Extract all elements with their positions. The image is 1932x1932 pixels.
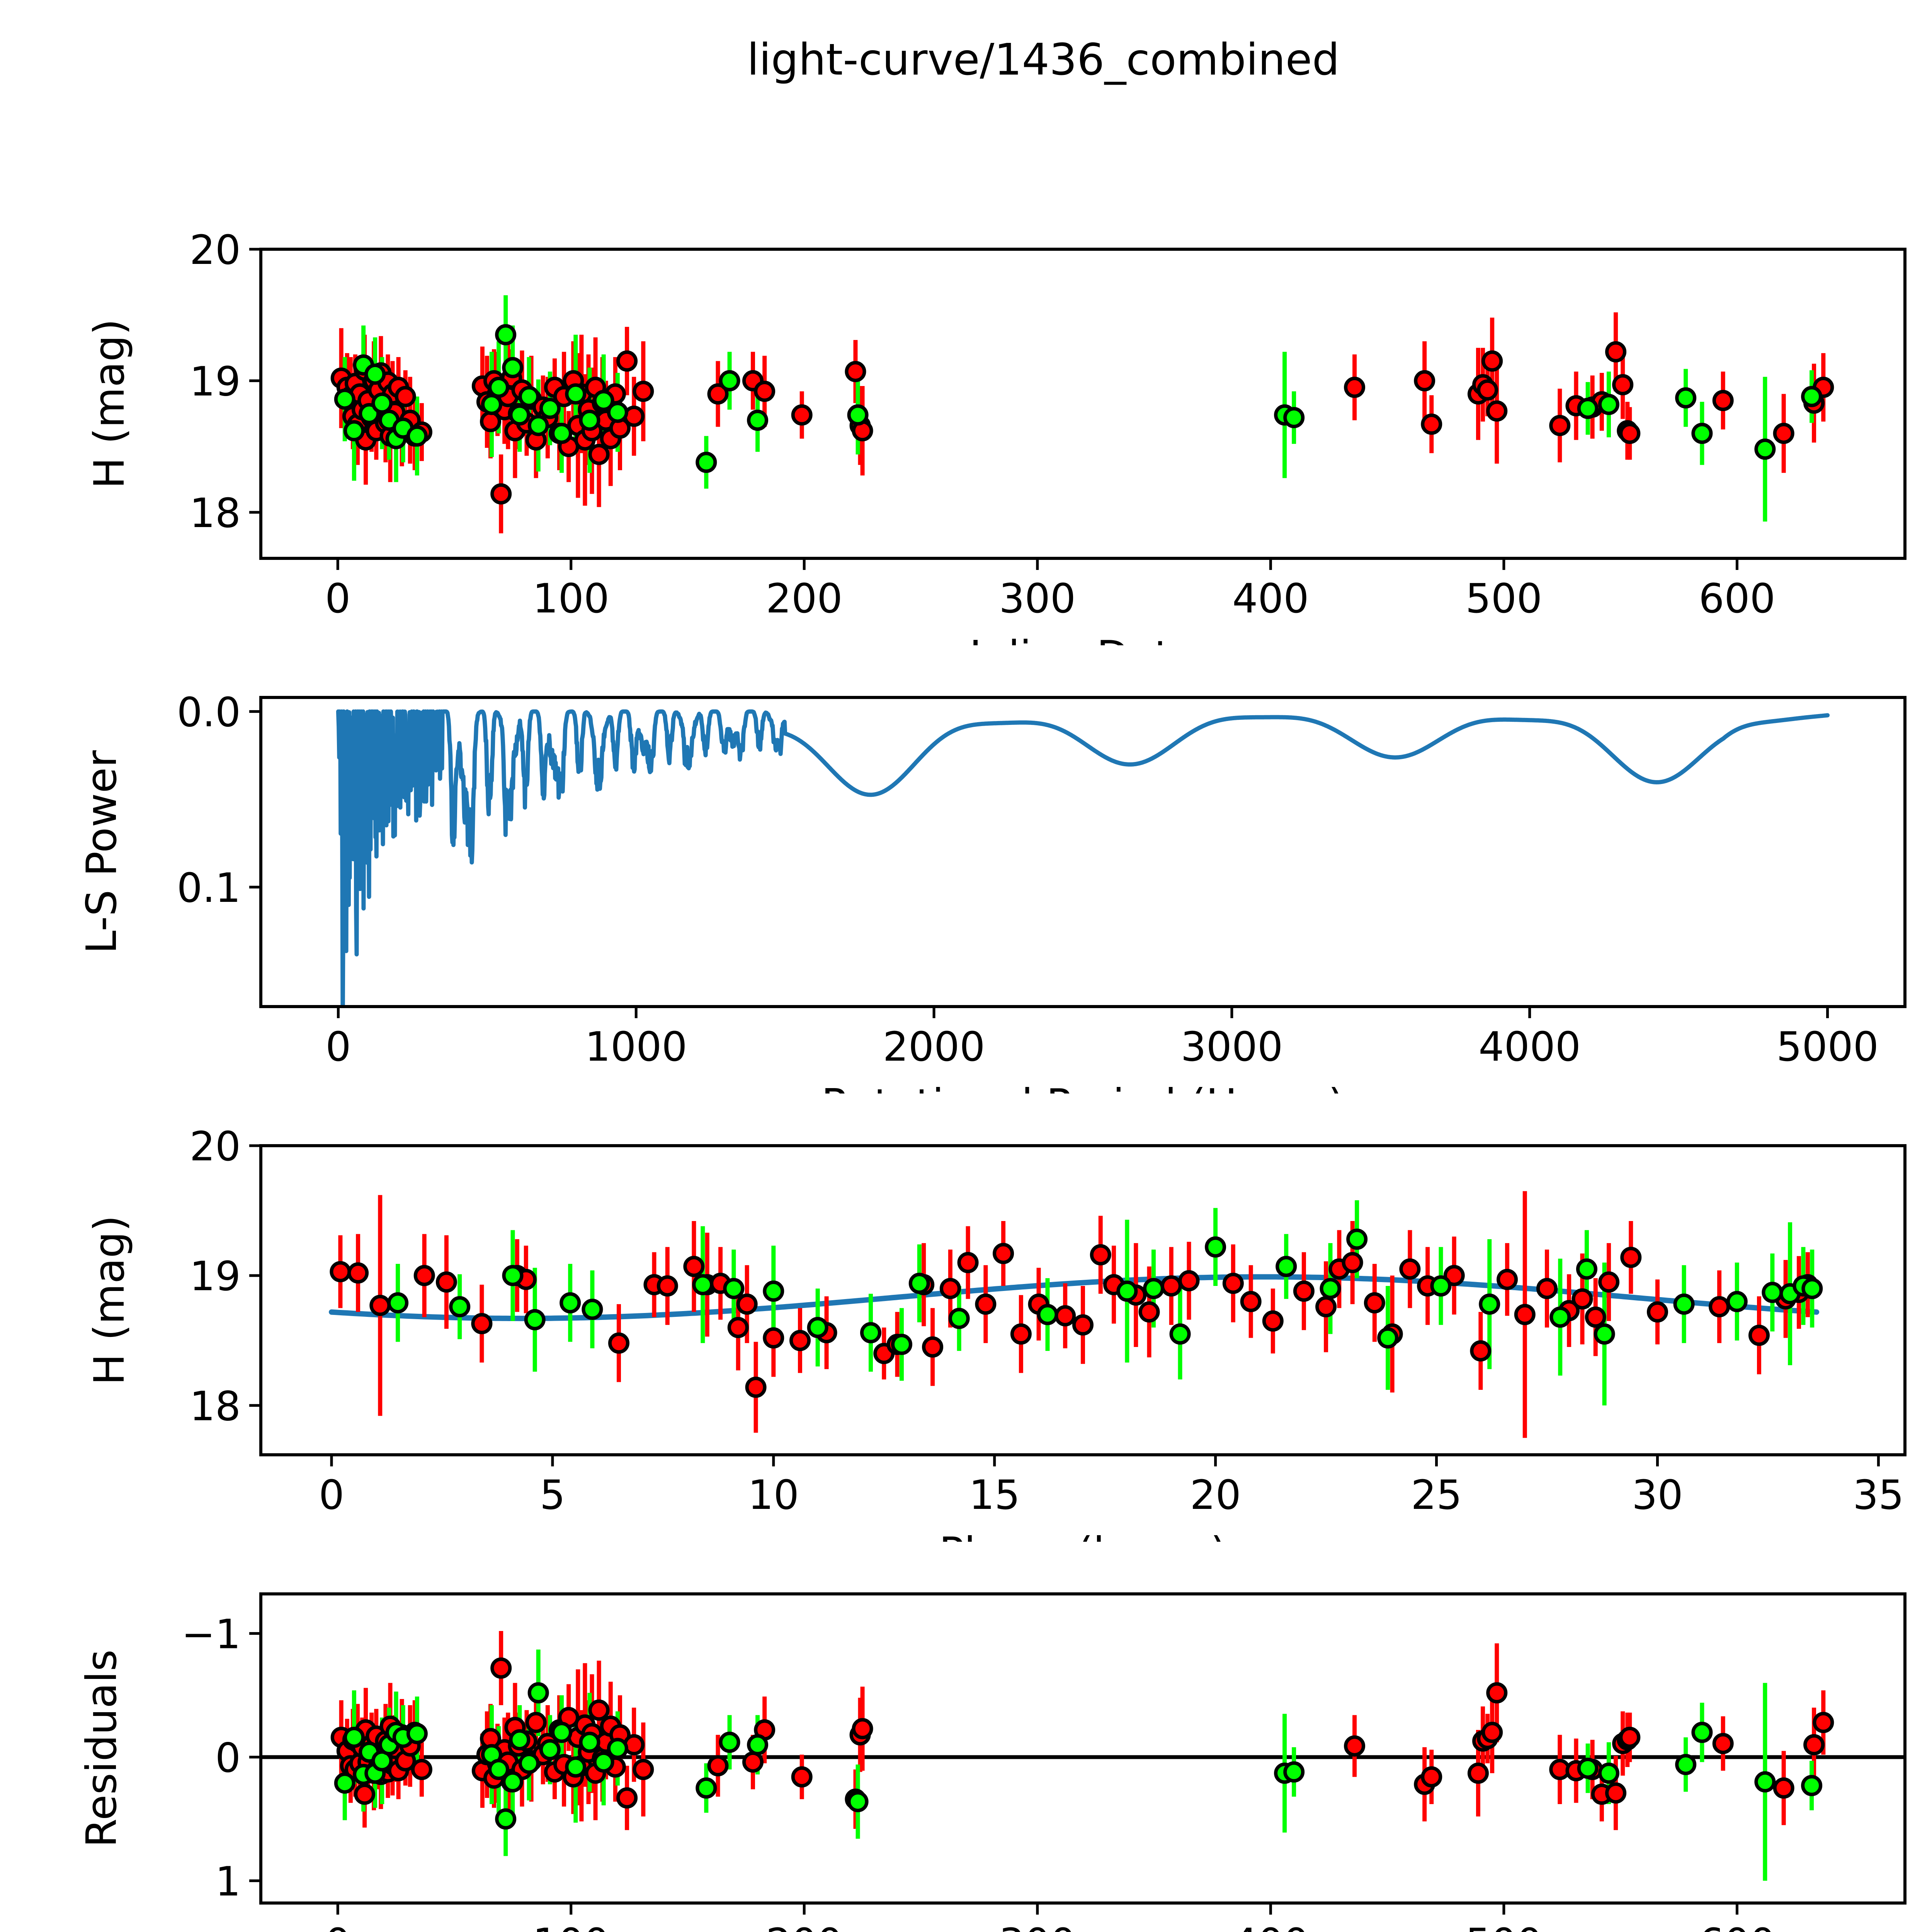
- x-tick-label: 35: [1853, 1471, 1904, 1519]
- ls-power-curve: [336, 709, 1830, 1007]
- y-tick-label: 19: [190, 358, 241, 405]
- panel-light-curve-data-layer: [330, 295, 1834, 534]
- x-tick-label: 200: [766, 575, 843, 622]
- x-tick-label: 5000: [1776, 1023, 1879, 1070]
- x-tick-label: 500: [1466, 1920, 1543, 1932]
- x-tick-label: 200: [766, 1920, 843, 1932]
- y-tick-label: 19: [190, 1253, 241, 1300]
- y-tick-label: 0.0: [177, 689, 241, 736]
- x-tick-label: 20: [1190, 1471, 1241, 1519]
- x-tick-label: 0: [325, 1023, 351, 1070]
- x-axis-label: Julian Date: [967, 632, 1196, 645]
- series-green-markers: [387, 1228, 1823, 1355]
- panel-periodogram-data-layer: [336, 709, 1830, 1007]
- x-tick-label: 600: [1699, 1920, 1776, 1932]
- panel-periodogram-frame: [259, 696, 1906, 1008]
- panel-residuals-data-layer: [261, 1631, 1905, 1881]
- y-axis-label: H (mag): [85, 1215, 134, 1385]
- series-green-markers: [334, 324, 1823, 473]
- x-tick-label: 4000: [1478, 1023, 1581, 1070]
- x-tick-label: 15: [969, 1471, 1020, 1519]
- x-tick-label: 5: [540, 1471, 565, 1519]
- x-tick-label: 1000: [585, 1023, 687, 1070]
- panel-light-curve: 0 100 200 300 400 500 600 18 19 20 Julian Date H (m…: [0, 209, 1932, 645]
- panel-periodogram-canvas: 0 1000 2000 3000 4000 5000 0.0 0.1 Rotational Pe…: [78, 689, 1906, 1094]
- x-axis-label: Rotational Period (Hours): [821, 1080, 1345, 1094]
- x-tick-label: 300: [999, 575, 1076, 622]
- y-axis-label: Residuals: [78, 1650, 126, 1847]
- x-tick-label: 2000: [883, 1023, 985, 1070]
- panel-residuals-frame: [259, 1592, 1906, 1905]
- y-tick-label: 1: [215, 1858, 241, 1905]
- x-tick-label: 10: [748, 1471, 799, 1519]
- panel-phase-folded-data-layer: [329, 1191, 1823, 1438]
- series-green-errorbars: [396, 1200, 1815, 1406]
- panel-light-curve-frame: [259, 248, 1906, 560]
- panel-phase-folded: 0 5 10 15 20 25 30 35 18 19 20 Phase (hours) H (mag): [0, 1105, 1932, 1542]
- x-tick-label: 30: [1632, 1471, 1683, 1519]
- y-tick-label: −1: [182, 1611, 241, 1658]
- x-tick-label: 0: [325, 575, 350, 622]
- panel-periodogram: 0 1000 2000 3000 4000 5000 0.0 0.1 Rotational Pe…: [0, 657, 1932, 1094]
- x-tick-label: 300: [999, 1920, 1076, 1932]
- x-tick-label: 100: [532, 1920, 609, 1932]
- y-axis-label: H (mag): [85, 319, 134, 489]
- y-tick-label: 20: [190, 226, 241, 274]
- x-tick-label: 500: [1466, 575, 1543, 622]
- x-axis-label: Phase (hours): [939, 1529, 1227, 1542]
- figure-title: light-curve/1436_combined: [747, 35, 1340, 85]
- panel-phase-folded-canvas: 0 5 10 15 20 25 30 35 18 19 20 Phase (hours) H (mag): [85, 1123, 1906, 1542]
- y-tick-label: 0.1: [177, 864, 241, 912]
- x-tick-label: 400: [1232, 1920, 1309, 1932]
- y-tick-label: 0: [215, 1734, 241, 1781]
- y-axis-label: L-S Power: [78, 750, 126, 954]
- x-tick-label: 0: [325, 1920, 350, 1932]
- x-tick-label: 25: [1411, 1471, 1462, 1519]
- x-tick-label: 400: [1232, 575, 1309, 622]
- series-green-markers: [334, 1682, 1823, 1830]
- panel-light-curve-canvas: 0 100 200 300 400 500 600 18 19 20 Julian Date H (m…: [85, 226, 1906, 645]
- panel-phase-folded-frame: [259, 1144, 1906, 1456]
- x-tick-label: 0: [319, 1471, 344, 1519]
- y-tick-label: 18: [190, 1383, 241, 1430]
- y-tick-label: 20: [190, 1123, 241, 1170]
- x-tick-label: 3000: [1181, 1023, 1283, 1070]
- y-tick-label: 18: [190, 490, 241, 537]
- x-tick-label: 600: [1699, 575, 1776, 622]
- x-tick-label: 100: [532, 575, 609, 622]
